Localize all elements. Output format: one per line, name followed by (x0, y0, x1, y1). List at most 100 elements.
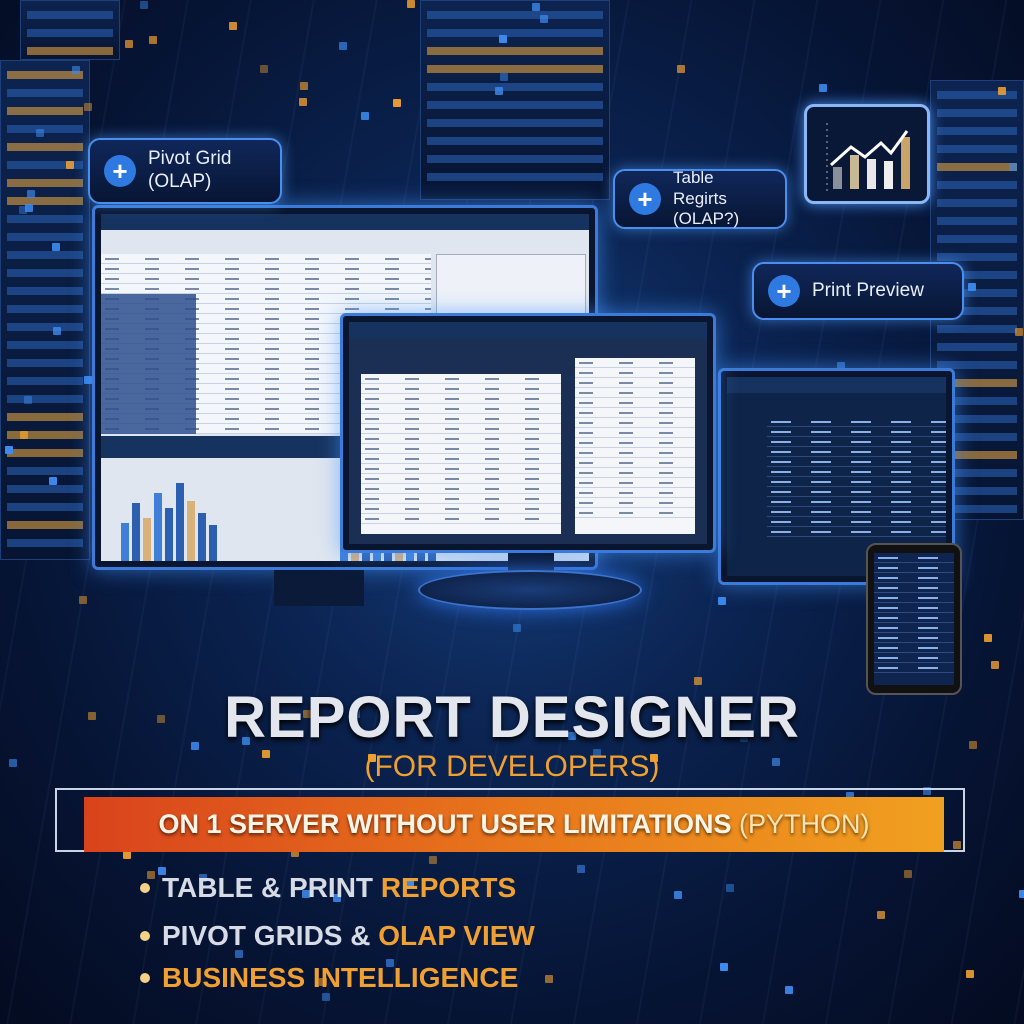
table-row (767, 507, 946, 517)
light-particle (36, 129, 44, 137)
light-particle (532, 3, 540, 11)
table-row (575, 378, 695, 388)
light-particle (1019, 890, 1024, 898)
chart-bar (132, 503, 140, 561)
chart-bar (198, 513, 206, 561)
callout-table-reports: + Table Regirts (OLAP?) (613, 169, 787, 229)
table-row (874, 573, 954, 583)
light-particle (149, 36, 157, 44)
light-particle (361, 112, 369, 120)
table-row (767, 457, 946, 467)
table-row (575, 468, 695, 478)
dashboard-list (767, 417, 946, 547)
table-row (575, 438, 695, 448)
light-particle (20, 431, 28, 439)
table-row (874, 663, 954, 673)
chart-bar (154, 493, 162, 561)
light-particle (500, 73, 508, 81)
server-banner: ON 1 SERVER WITHOUT USER LIMITATIONS (PY… (84, 797, 944, 852)
light-particle (998, 87, 1006, 95)
table-row (767, 427, 946, 437)
table-row (575, 458, 695, 468)
table-row (101, 284, 431, 294)
light-particle (79, 596, 87, 604)
light-particle (72, 66, 80, 74)
light-particle (785, 986, 793, 994)
light-particle (84, 103, 92, 111)
table-row (874, 583, 954, 593)
table-row (361, 434, 561, 444)
table-row (874, 553, 954, 563)
table-row (361, 464, 561, 474)
bullet-icon (140, 973, 150, 983)
feature-highlight: BUSINESS INTELLIGENCE (162, 962, 518, 993)
light-particle (299, 98, 307, 106)
table-row (361, 474, 561, 484)
feature-text: PIVOT GRIDS & (162, 920, 378, 951)
light-particle (499, 35, 507, 43)
table-row (575, 478, 695, 488)
table-row (767, 447, 946, 457)
callout-pivot-grid: + Pivot Grid (OLAP) (88, 138, 282, 204)
trending-bar-chart-icon (807, 107, 927, 201)
light-particle (429, 856, 437, 864)
table-row (874, 613, 954, 623)
light-particle (677, 65, 685, 73)
callout-subtitle: (OLAP?) (673, 209, 771, 229)
chart-badge (804, 104, 930, 204)
banner-python: (PYTHON) (739, 809, 870, 840)
table-row (874, 633, 954, 643)
table-row (874, 593, 954, 603)
light-particle (819, 84, 827, 92)
table-row (575, 418, 695, 428)
light-particle (84, 376, 92, 384)
table-row (874, 653, 954, 663)
server-rack (0, 60, 90, 560)
monitor-base (418, 570, 642, 610)
light-particle (720, 963, 728, 971)
print-preview-screen (349, 322, 707, 544)
table-row (767, 527, 946, 537)
light-particle (966, 970, 974, 978)
light-particle (577, 865, 585, 873)
light-particle (968, 283, 976, 291)
chart-bar (187, 501, 195, 561)
light-particle (66, 161, 74, 169)
light-particle (229, 22, 237, 30)
light-particle (339, 42, 347, 50)
light-particle (52, 243, 60, 251)
table-row (767, 437, 946, 447)
server-rack (20, 0, 120, 60)
report-page (575, 358, 695, 534)
table-row (575, 398, 695, 408)
table-row (874, 623, 954, 633)
table-row (575, 488, 695, 498)
light-particle (393, 99, 401, 107)
feature-text: TABLE & PRINT (162, 872, 381, 903)
light-particle (877, 911, 885, 919)
light-particle (24, 396, 32, 404)
light-particle (991, 661, 999, 669)
plus-icon: + (629, 183, 661, 215)
feature-item: BUSINESS INTELLIGENCE (140, 962, 518, 994)
report-page (361, 374, 561, 534)
table-row (575, 368, 695, 378)
table-row (575, 428, 695, 438)
light-particle (123, 851, 131, 859)
light-particle (407, 0, 415, 8)
table-row (575, 498, 695, 508)
table-row (575, 508, 695, 518)
table-row (575, 358, 695, 368)
bullet-icon (140, 883, 150, 893)
chart-bar (176, 483, 184, 561)
table-row (361, 404, 561, 414)
banner-text: ON 1 SERVER WITHOUT USER LIMITATIONS (158, 809, 739, 840)
plus-icon: + (768, 275, 800, 307)
table-row (767, 467, 946, 477)
light-particle (726, 884, 734, 892)
table-row (361, 494, 561, 504)
chart-bar (143, 518, 151, 561)
light-particle (125, 40, 133, 48)
table-row (361, 454, 561, 464)
light-particle (904, 870, 912, 878)
